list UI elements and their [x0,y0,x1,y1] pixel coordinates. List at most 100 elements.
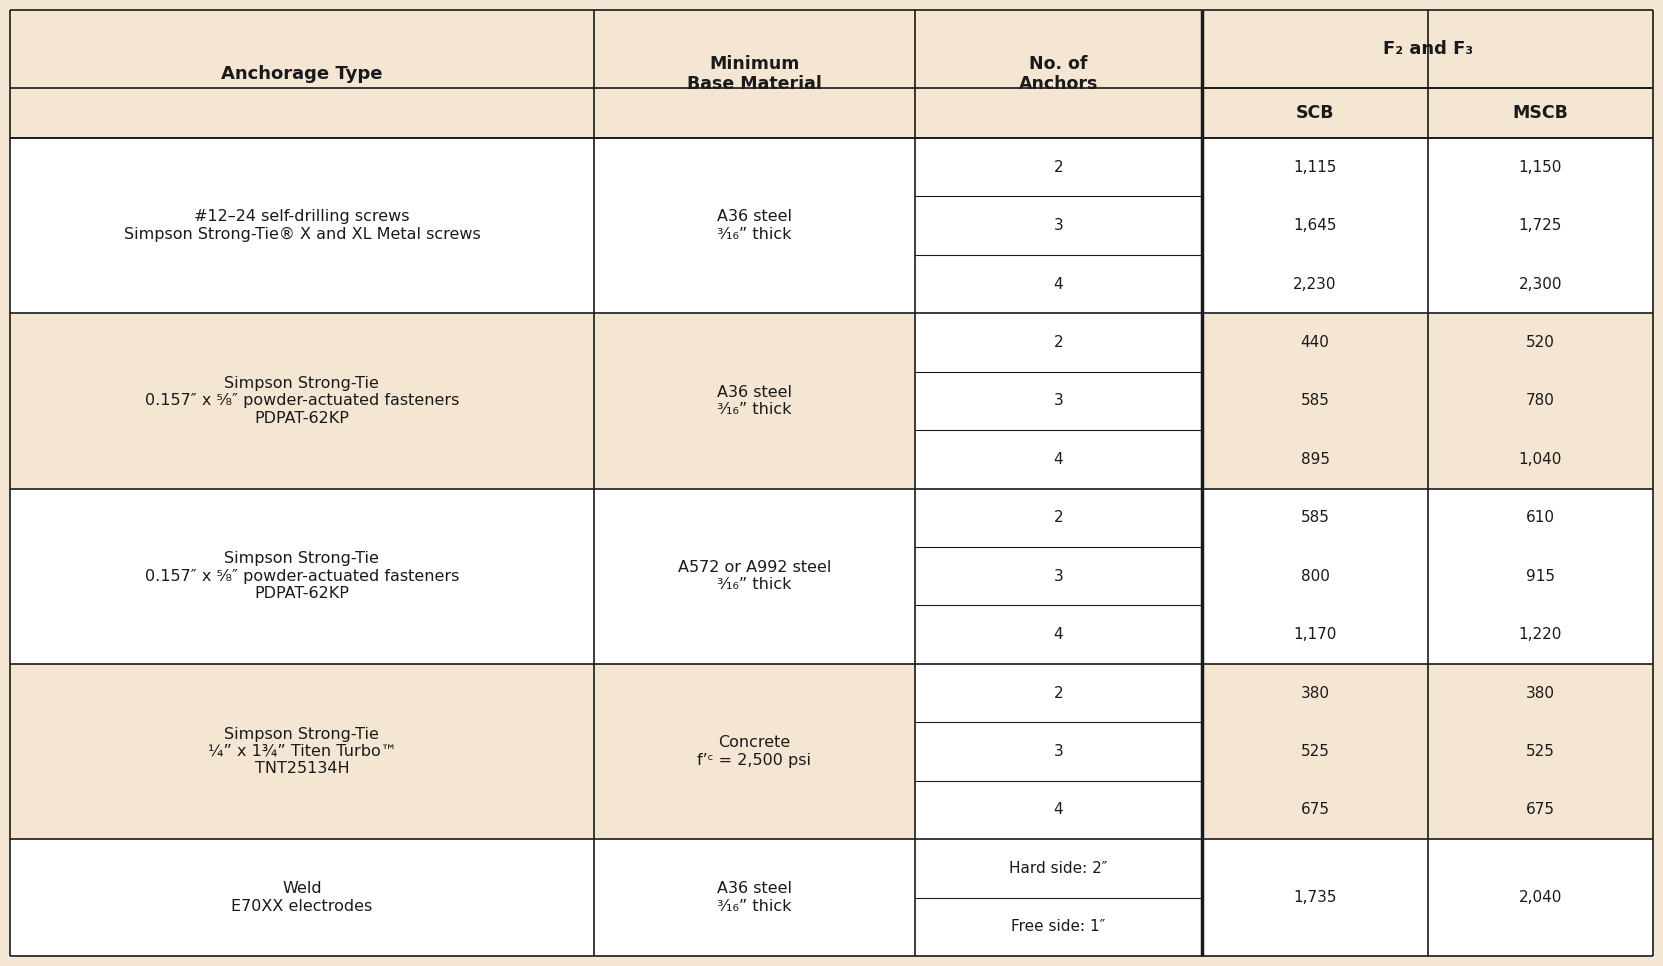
Text: 585: 585 [1300,393,1329,409]
Text: 3: 3 [1054,569,1063,583]
Polygon shape [915,606,1202,664]
Polygon shape [1427,489,1653,547]
Polygon shape [915,839,1202,897]
Text: 1,040: 1,040 [1518,452,1562,467]
Text: SCB: SCB [1295,104,1334,122]
Polygon shape [1427,664,1653,723]
Text: 1,725: 1,725 [1518,218,1562,233]
Polygon shape [1202,664,1427,723]
Polygon shape [10,138,594,313]
Text: 4: 4 [1054,276,1063,292]
Text: 440: 440 [1300,335,1329,350]
Polygon shape [1202,489,1427,547]
Polygon shape [1427,723,1653,781]
Polygon shape [915,255,1202,313]
Text: 525: 525 [1300,744,1329,759]
Text: 2,040: 2,040 [1518,890,1562,905]
Text: A36 steel
³⁄₁₆” thick: A36 steel ³⁄₁₆” thick [717,384,792,417]
Polygon shape [1427,372,1653,430]
Polygon shape [1202,606,1427,664]
Polygon shape [1427,255,1653,313]
Text: 1,735: 1,735 [1294,890,1337,905]
Polygon shape [1427,606,1653,664]
Text: 525: 525 [1527,744,1555,759]
Polygon shape [10,489,594,664]
Polygon shape [10,88,1653,138]
Polygon shape [1202,547,1427,606]
Text: 1,170: 1,170 [1294,627,1337,642]
Text: Free side: 1″: Free side: 1″ [1011,920,1106,934]
Polygon shape [1202,196,1427,255]
Text: 2,230: 2,230 [1294,276,1337,292]
Text: 3: 3 [1054,744,1063,759]
Polygon shape [1427,138,1653,196]
Polygon shape [915,897,1202,956]
Text: 2: 2 [1054,335,1063,350]
Polygon shape [594,489,915,664]
Text: 2: 2 [1054,510,1063,526]
Text: 1,220: 1,220 [1518,627,1562,642]
Text: 2: 2 [1054,159,1063,175]
Polygon shape [1202,138,1427,196]
Text: 2: 2 [1054,686,1063,700]
Text: 4: 4 [1054,452,1063,467]
Text: F₂ and F₃: F₂ and F₃ [1382,40,1473,58]
Text: Concrete
f’ᶜ = 2,500 psi: Concrete f’ᶜ = 2,500 psi [697,735,812,768]
Text: 1,150: 1,150 [1518,159,1562,175]
Polygon shape [594,313,915,489]
Text: A572 or A992 steel
³⁄₁₆” thick: A572 or A992 steel ³⁄₁₆” thick [677,560,832,592]
Text: 3: 3 [1054,218,1063,233]
Polygon shape [915,723,1202,781]
Polygon shape [1427,897,1653,956]
Text: 800: 800 [1300,569,1329,583]
Text: 780: 780 [1527,393,1555,409]
Text: #12–24 self-drilling screws
Simpson Strong-Tie® X and XL Metal screws: #12–24 self-drilling screws Simpson Stro… [123,210,481,242]
Polygon shape [10,313,594,489]
Polygon shape [10,839,594,956]
Polygon shape [915,138,1202,196]
Text: 610: 610 [1527,510,1555,526]
Polygon shape [1202,372,1427,430]
Polygon shape [10,664,594,839]
Polygon shape [1202,723,1427,781]
Text: 2,300: 2,300 [1518,276,1562,292]
Polygon shape [594,839,915,956]
Text: 675: 675 [1300,803,1329,817]
Polygon shape [915,664,1202,723]
Polygon shape [10,10,1653,88]
Polygon shape [1202,313,1427,372]
Text: Simpson Strong-Tie
0.157″ x ⁵⁄₈″ powder-actuated fasteners
PDPAT-62KP: Simpson Strong-Tie 0.157″ x ⁵⁄₈″ powder-… [145,552,459,601]
Text: 675: 675 [1527,803,1555,817]
Text: A36 steel
³⁄₁₆” thick: A36 steel ³⁄₁₆” thick [717,881,792,914]
Text: 380: 380 [1300,686,1329,700]
Polygon shape [1427,196,1653,255]
Polygon shape [915,372,1202,430]
Polygon shape [1427,839,1653,897]
Polygon shape [1202,839,1427,897]
Text: A36 steel
³⁄₁₆” thick: A36 steel ³⁄₁₆” thick [717,210,792,242]
Polygon shape [915,196,1202,255]
Text: Simpson Strong-Tie
0.157″ x ⁵⁄₈″ powder-actuated fasteners
PDPAT-62KP: Simpson Strong-Tie 0.157″ x ⁵⁄₈″ powder-… [145,376,459,426]
Polygon shape [594,138,915,313]
Polygon shape [915,489,1202,547]
Text: Weld
E70XX electrodes: Weld E70XX electrodes [231,881,373,914]
Polygon shape [1427,781,1653,839]
Text: Simpson Strong-Tie
¼” x 1¾” Titen Turbo™
TNT25134H: Simpson Strong-Tie ¼” x 1¾” Titen Turbo™… [208,726,396,777]
Text: 585: 585 [1300,510,1329,526]
Text: 520: 520 [1527,335,1555,350]
Text: 4: 4 [1054,803,1063,817]
Text: 3: 3 [1054,393,1063,409]
Text: No. of
Anchors: No. of Anchors [1019,55,1098,94]
Polygon shape [915,313,1202,372]
Polygon shape [915,430,1202,489]
Text: 895: 895 [1300,452,1329,467]
Polygon shape [1427,430,1653,489]
Text: 4: 4 [1054,627,1063,642]
Polygon shape [1202,255,1427,313]
Text: 380: 380 [1527,686,1555,700]
Polygon shape [915,547,1202,606]
Text: Hard side: 2″: Hard side: 2″ [1009,861,1108,876]
Text: MSCB: MSCB [1512,104,1568,122]
Polygon shape [1202,897,1427,956]
Text: 915: 915 [1527,569,1555,583]
